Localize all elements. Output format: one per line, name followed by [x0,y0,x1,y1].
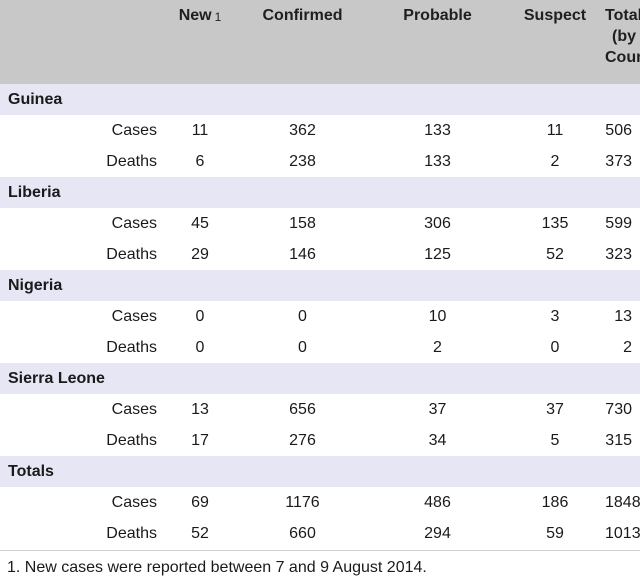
cell-confirmed: 362 [289,122,316,139]
cell-probable: 133 [424,122,451,139]
group-name: Totals [8,463,54,480]
header-totals-line1: Totals [605,7,640,24]
cell-confirmed: 656 [289,401,316,418]
table-row-nigeria-cases: Cases 0 0 10 3 13 [0,301,640,332]
header-totals: Totals (by Country) [605,0,640,84]
cell-confirmed: 660 [235,518,370,551]
cell-total: 323 [605,246,632,263]
cell-new: 69 [191,494,209,511]
cell-new: 52 [165,518,235,551]
table-row-guinea-deaths: Deaths 6 238 133 2 373 [0,146,640,177]
cell-suspect: 3 [550,308,560,325]
cell-total: 730 [605,401,632,418]
row-label: Cases [111,215,157,232]
cell-confirmed: 146 [289,246,316,263]
cell-probable: 486 [424,494,451,511]
header-confirmed: Confirmed [262,7,343,24]
cell-new: 17 [191,432,209,449]
cell-suspect: 11 [546,122,564,139]
table-row-guinea-cases: Cases 11 362 133 11 506 [0,115,640,146]
table-row-liberia-deaths: Deaths 29 146 125 52 323 [0,239,640,270]
cell-new: 45 [191,215,209,232]
cell-confirmed: 1176 [285,494,320,511]
cell-total: 13 [614,308,632,325]
cell-probable: 306 [424,215,451,232]
group-row-nigeria: Nigeria [0,270,640,301]
cell-probable: 125 [424,246,451,263]
table-row-sierra-leone-deaths: Deaths 17 276 34 5 315 [0,425,640,456]
table-row-nigeria-deaths: Deaths 0 0 2 0 2 [0,332,640,363]
cell-new: 0 [195,308,205,325]
row-label: Deaths [106,339,157,356]
cell-suspect: 135 [541,215,569,232]
cell-total: 506 [605,122,632,139]
cell-probable: 133 [424,153,451,170]
cell-suspect: 59 [505,518,605,551]
group-name: Nigeria [8,277,63,294]
group-name: Guinea [8,91,63,108]
row-label: Cases [111,308,157,325]
row-label: Deaths [106,432,157,449]
header-new-label: New [178,7,212,24]
row-label: Cases [111,401,157,418]
cell-new: 11 [191,122,209,139]
table-row-totals-deaths: Deaths 52 660 294 59 1013 [0,518,640,551]
cell-suspect: 0 [550,339,560,356]
cell-suspect: 37 [546,401,564,418]
cell-suspect: 2 [550,153,560,170]
group-row-liberia: Liberia [0,177,640,208]
header-suspect: Suspect [523,7,587,24]
cell-total: 373 [605,153,632,170]
cell-suspect: 5 [550,432,560,449]
header-totals-line2: (by [612,28,636,45]
header-totals-line3: Country) [605,49,640,66]
row-label: Cases [111,494,157,511]
table-footnote: 1. New cases were reported between 7 and… [7,559,427,576]
cell-total: 599 [605,215,632,232]
table-row-sierra-leone-cases: Cases 13 656 37 37 730 [0,394,640,425]
cell-probable: 37 [428,401,447,418]
row-label: Deaths [106,246,157,263]
group-row-sierra-leone: Sierra Leone [0,363,640,394]
cell-probable: 34 [428,432,447,449]
cell-new: 29 [191,246,209,263]
cell-confirmed: 0 [298,339,307,356]
cell-suspect: 52 [546,246,564,263]
cell-probable: 294 [370,518,505,551]
header-new-footnote-marker: 1 [214,10,222,24]
cell-total: 1848 [605,494,640,511]
row-label: Cases [111,122,157,139]
cell-confirmed: 158 [289,215,316,232]
group-name: Sierra Leone [8,370,105,387]
header-probable: Probable [403,7,472,24]
table-row-totals-cases: Cases 69 1176 486 186 1848 [0,487,640,518]
cell-probable: 10 [428,308,447,325]
cell-total: 1013 [605,518,640,551]
cell-new: 0 [195,339,205,356]
row-label: Deaths [0,518,165,551]
group-row-guinea: Guinea [0,84,640,115]
table-row-liberia-cases: Cases 45 158 306 135 599 [0,208,640,239]
row-label: Deaths [106,153,157,170]
header-new: New 1 [165,0,235,84]
header-corner [0,0,165,84]
cell-confirmed: 0 [298,308,307,325]
group-name: Liberia [8,184,61,201]
cell-confirmed: 238 [289,153,316,170]
group-row-totals: Totals [0,456,640,487]
cell-suspect: 186 [541,494,569,511]
cell-confirmed: 276 [289,432,316,449]
cell-total: 2 [623,339,632,356]
cell-probable: 2 [433,339,442,356]
cell-new: 13 [191,401,209,418]
cell-total: 315 [605,432,632,449]
cell-new: 6 [195,153,205,170]
